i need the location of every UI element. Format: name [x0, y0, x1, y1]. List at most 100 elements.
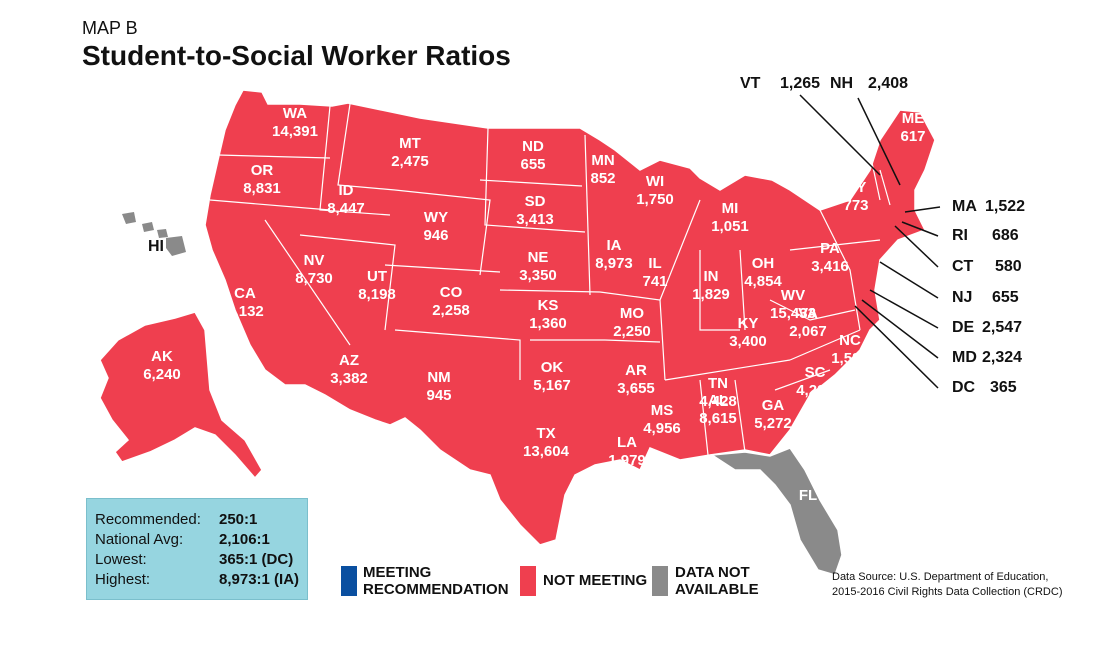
- state-label-wa: WA: [283, 105, 307, 122]
- state-value-wi: 1,750: [636, 191, 674, 208]
- callout-value-vt: 1,265: [780, 75, 820, 92]
- callout-label-nj: NJ: [952, 289, 972, 306]
- callout-line-md: [861, 299, 939, 359]
- source-line: Data Source: U.S. Department of Educatio…: [832, 571, 1049, 583]
- state-label-nv: NV: [304, 252, 325, 269]
- state-value-nv: 8,730: [295, 270, 333, 287]
- callout-value-nj: 655: [992, 289, 1019, 306]
- state-label-ok: OK: [541, 359, 564, 376]
- state-label-ar: AR: [625, 362, 647, 379]
- callout-value-ri: 686: [992, 227, 1019, 244]
- state-label-co: CO: [440, 284, 463, 301]
- map-kicker: MAP B: [82, 18, 138, 38]
- legend-line: AVAILABLE: [675, 581, 759, 598]
- state-label-sc: SC: [805, 364, 826, 381]
- data-source: Data Source: U.S. Department of Educatio…: [832, 570, 1062, 600]
- state-value-ga: 5,272: [754, 415, 792, 432]
- hawaii-shape-4: [166, 236, 186, 256]
- state-value-al: 8,615: [699, 410, 737, 427]
- state-value-ok: 5,167: [533, 377, 571, 394]
- legend-swatch-not-meeting: [520, 566, 536, 596]
- state-value-ak: 6,240: [143, 366, 181, 383]
- state-label-or: OR: [251, 162, 274, 179]
- state-label-ks: KS: [538, 297, 559, 314]
- source-line: 2015-2016 Civil Rights Data Collection (…: [832, 586, 1063, 598]
- stat-label: Recommended:: [95, 511, 201, 528]
- state-borders: [209, 103, 891, 456]
- state-label-mi: MI: [722, 200, 739, 217]
- stats-box: Recommended: 250:1 National Avg: 2,106:1 L…: [86, 498, 308, 600]
- state-value-or: 8,831: [243, 180, 281, 197]
- stat-label: Highest:: [95, 571, 151, 588]
- state-value-tn: 4,428: [699, 393, 737, 410]
- state-label-ne: NE: [528, 249, 549, 266]
- callout-line-ct: [894, 225, 939, 268]
- stat-value: 365:1 (DC): [219, 551, 294, 568]
- state-value-mn: 852: [590, 170, 615, 187]
- hawaii-shape: [122, 212, 136, 224]
- state-value-ar: 3,655: [617, 380, 655, 397]
- callout-label-dc: DC: [952, 379, 976, 396]
- callout-label-vt: VT: [740, 75, 761, 92]
- state-value-wy: 946: [423, 227, 448, 244]
- callout-label-ri: RI: [952, 227, 968, 244]
- map-shapes: [99, 89, 936, 576]
- state-value-ut: 8,198: [358, 286, 396, 303]
- state-value-me: 617: [900, 128, 925, 145]
- state-label-ak: AK: [151, 348, 173, 365]
- state-label-hi: HI: [148, 238, 164, 255]
- state-value-pa: 3,416: [811, 258, 849, 275]
- state-value-nm: 945: [426, 387, 451, 404]
- legend-line: RECOMMENDATION: [363, 581, 509, 598]
- state-value-tx: 13,604: [523, 443, 570, 460]
- state-label-va: VA: [798, 305, 818, 322]
- callout-label-nh: NH: [830, 75, 853, 92]
- florida-shape: [709, 447, 843, 576]
- state-value-id: 8,447: [327, 200, 365, 217]
- legend-line: MEETING: [363, 564, 432, 581]
- state-value-mt: 2,475: [391, 153, 429, 170]
- callout-label-md: MD: [952, 349, 977, 366]
- state-value-va: 2,067: [789, 323, 827, 340]
- hawaii-shape-3: [157, 229, 168, 238]
- state-label-tx: TX: [536, 425, 555, 442]
- state-label-wi: WI: [646, 173, 664, 190]
- legend-swatch-not-available: [652, 566, 668, 596]
- state-label-ny: NY: [846, 179, 867, 196]
- state-label-id: ID: [339, 182, 354, 199]
- state-label-nd: ND: [522, 138, 544, 155]
- callout-value-ma: 1,522: [985, 198, 1025, 215]
- callout-lines: [799, 94, 941, 389]
- stat-value: 8,973:1 (IA): [219, 571, 300, 588]
- callout-line-nh: [857, 97, 901, 186]
- state-value-il: 741: [642, 273, 667, 290]
- state-label-az: AZ: [339, 352, 359, 369]
- state-label-nm: NM: [427, 369, 450, 386]
- callout-value-dc: 365: [990, 379, 1017, 396]
- state-value-in: 1,829: [692, 286, 730, 303]
- callout-label-ma: MA: [952, 198, 977, 215]
- legend-label-not-meeting: NOT MEETING: [543, 572, 647, 589]
- contiguous-us-shape: [204, 89, 936, 546]
- state-label-al: AL: [708, 392, 728, 409]
- state-label-ky: KY: [738, 315, 759, 332]
- state-label-in: IN: [704, 268, 719, 285]
- state-value-wv: 15,433: [770, 305, 816, 322]
- state-value-ky: 3,400: [729, 333, 767, 350]
- callout-labels: VT 1,265 NH 2,408 MA 1,522 RI 686 CT 580 NJ 655 DE 2,…: [740, 75, 1025, 396]
- callout-value-de: 2,547: [982, 319, 1022, 336]
- state-label-il: IL: [648, 255, 661, 272]
- stat-row-highest: Highest: 8,973:1 (IA): [95, 571, 299, 588]
- state-label-ca: CA: [234, 285, 256, 302]
- state-label-ia: IA: [607, 237, 622, 254]
- state-label-sd: SD: [525, 193, 546, 210]
- state-value-sd: 3,413: [516, 211, 554, 228]
- state-label-nc: NC: [839, 332, 861, 349]
- callout-line-ri: [901, 221, 939, 237]
- state-value-ne: 3,350: [519, 267, 557, 284]
- callout-line-ma: [904, 206, 941, 213]
- callout-value-ct: 580: [995, 258, 1022, 275]
- map-title: Student-to-Social Worker Ratios: [82, 40, 511, 71]
- callout-line-dc: [854, 305, 939, 389]
